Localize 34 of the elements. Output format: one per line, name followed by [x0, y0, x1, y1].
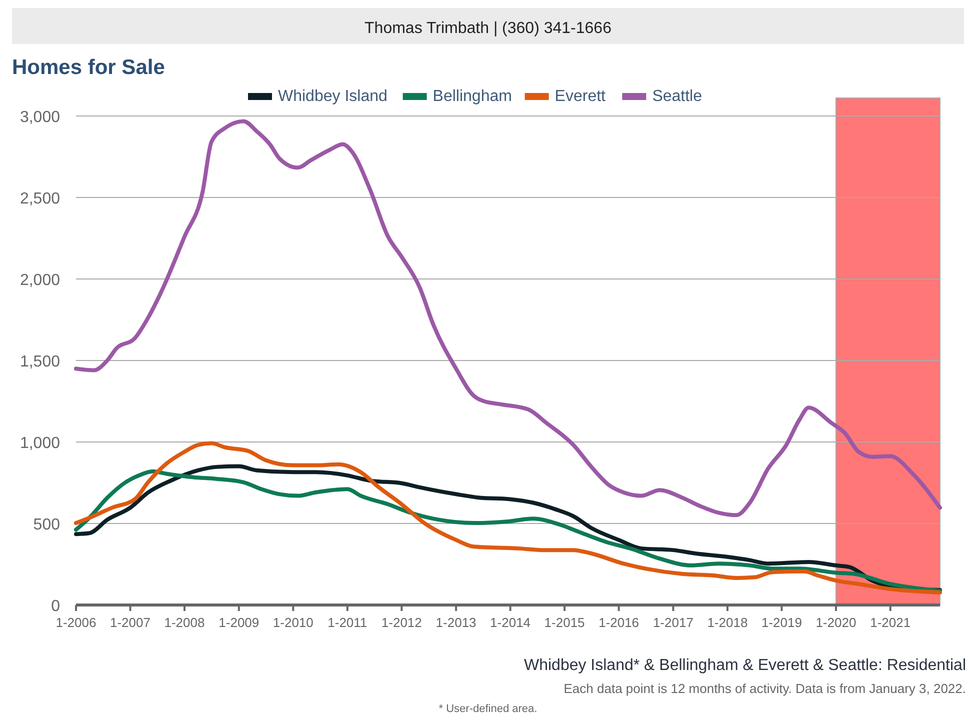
x-tick-label: 1-2012: [381, 615, 422, 630]
y-tick-label: 3,000: [20, 109, 60, 126]
y-tick-label: 2,000: [20, 272, 60, 289]
line-series: [74, 119, 942, 518]
line-series: [74, 441, 942, 594]
legend-label: Bellingham: [432, 88, 512, 105]
x-tick-label: 1-2021: [870, 615, 911, 630]
text: Thomas Trimbath | (360) 341-1666: [364, 20, 612, 37]
y-tick-label: 2,500: [20, 190, 60, 208]
y-tick-label: 1,000: [20, 435, 60, 452]
x-tick-label: 1-2019: [761, 615, 802, 630]
legend-label: Everett: [554, 88, 606, 105]
y-tick-label: 500: [33, 516, 60, 534]
y-tick-label: 1,500: [20, 354, 60, 370]
y-tick-label: 0: [51, 598, 60, 615]
x-tick-label: 1-2010: [272, 615, 314, 630]
x-tick-label: 1-2016: [598, 615, 640, 630]
x-tick-label: 1-2011: [328, 615, 368, 630]
x-tick-label: 1-2007: [110, 615, 150, 630]
x-tick-label: 1-2018: [707, 615, 748, 630]
text: * User-defined area.: [438, 703, 538, 715]
x-tick-label: 1-2008: [164, 615, 205, 630]
x-tick-label: 1-2006: [56, 615, 96, 630]
text: Each data point is 12 months of activity. Data is from January 3, 2022.: [564, 681, 966, 696]
x-tick-label: 1-2013: [436, 615, 476, 630]
legend-label: Seattle: [652, 88, 702, 105]
x-tick-label: 1-2020: [816, 615, 856, 630]
legend-label: Whidbey Island: [278, 88, 388, 105]
x-tick-label: 1-2009: [218, 615, 260, 630]
x-tick-label: 1-2017: [652, 615, 694, 630]
text: Whidbey Island* & Bellingham & Everett & Seattle: Residential: [524, 657, 966, 674]
x-tick-label: 1-2014: [490, 615, 531, 630]
x-tick-label: 1-2015: [544, 615, 585, 630]
chart-title: Homes for Sale: [12, 56, 165, 79]
